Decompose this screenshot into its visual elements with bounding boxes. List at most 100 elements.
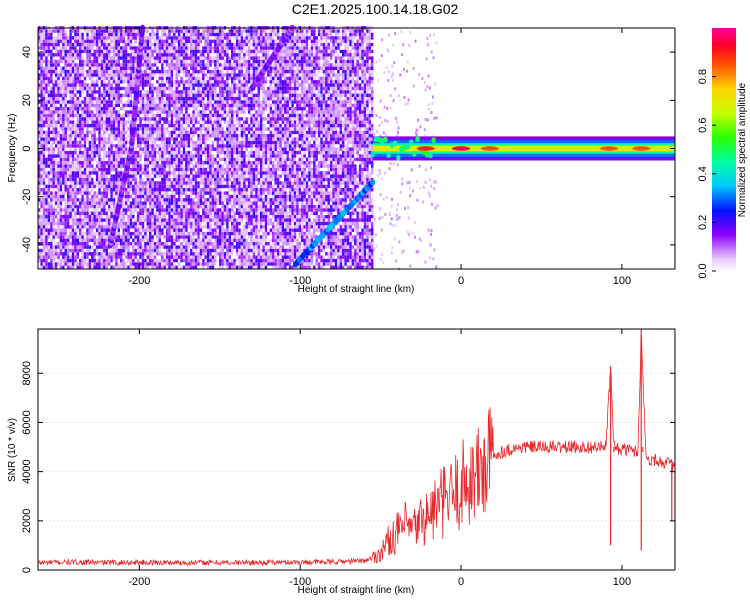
spectrogram-cell	[74, 66, 77, 70]
spectrogram-cell	[199, 248, 203, 253]
spectrogram-cell	[64, 103, 67, 108]
spectrogram-cell	[134, 49, 137, 54]
spectrogram-cell	[182, 59, 186, 64]
spectrogram-cell	[173, 167, 176, 172]
spectrogram-cell	[144, 204, 147, 209]
spectrogram-cell	[98, 231, 101, 236]
spectrogram-cell	[117, 164, 120, 168]
spectrogram-cell	[153, 120, 157, 124]
spectrogram-cell	[204, 83, 207, 87]
spectrogram-cell	[185, 90, 188, 94]
spectrogram-cell	[59, 110, 63, 114]
spectrogram-cell	[95, 184, 99, 189]
spectrogram-cell	[64, 130, 67, 135]
spectrogram-cell	[146, 154, 149, 158]
spectrogram-cell	[88, 113, 92, 118]
spectrogram-cell	[103, 248, 106, 253]
spectrogram-cell	[144, 252, 147, 256]
spectrogram-cell	[223, 177, 227, 182]
spectrogram-cell	[38, 171, 41, 175]
spectrogram-cell	[209, 235, 212, 239]
spectrogram-cell	[173, 194, 176, 199]
spectrogram-cell	[112, 80, 116, 84]
spectrogram-cell	[79, 83, 82, 87]
spectrogram-cell	[134, 248, 137, 253]
spectrogram-cell	[175, 117, 178, 121]
spectrogram-cell	[83, 110, 87, 114]
spectrogram-cell	[105, 174, 108, 178]
spectrogram-cell	[108, 191, 111, 195]
spectrogram-cell	[180, 96, 183, 101]
spectrogram-cell	[158, 215, 161, 219]
spectrogram-cell	[144, 130, 147, 135]
spectrogram-cell	[192, 184, 195, 189]
spectrogram-cell	[192, 36, 195, 40]
spectrogram-cell	[214, 204, 217, 209]
spectrogram-cell	[173, 174, 176, 178]
spectrogram-cell	[156, 66, 159, 70]
spectrogram-cell	[40, 96, 43, 101]
spectrogram-cell	[40, 53, 43, 57]
spectrogram-cell	[187, 134, 190, 138]
spectrogram-cell	[219, 140, 222, 145]
spectrogram-cell	[64, 157, 67, 162]
spectrogram-cell	[98, 69, 101, 74]
spectrogram-cell	[81, 194, 84, 199]
spectrogram-cell	[117, 120, 120, 124]
spectrogram-cell	[158, 167, 161, 172]
spectrogram-cell	[158, 93, 161, 97]
spectrogram-cell	[182, 201, 186, 205]
spectrogram-cell	[177, 208, 181, 212]
spectrogram-cell	[83, 208, 87, 212]
spectrogram-cell	[127, 53, 130, 57]
spectrogram-cell	[141, 59, 145, 64]
spectrogram-cell	[83, 211, 87, 215]
spectrogram-cell	[151, 204, 154, 209]
spectrogram-cell	[98, 49, 101, 54]
spectrogram-cell	[165, 96, 169, 101]
spectrogram-cell	[103, 110, 106, 114]
spectrogram-cell	[57, 242, 60, 246]
spectrogram-cell	[105, 127, 108, 131]
spectrogram-cell	[158, 208, 161, 212]
spectrogram-cell	[173, 90, 176, 94]
spectrogram-cell	[81, 49, 84, 54]
spectrogram-cell	[149, 130, 152, 135]
spectrogram-cell	[170, 120, 174, 124]
spectrogram-cell	[95, 265, 99, 269]
spectrogram-cell	[100, 96, 104, 101]
spectrogram-cell	[170, 66, 174, 70]
spectrogram-cell	[182, 265, 186, 269]
spectrogram-cell	[139, 194, 142, 199]
spectrogram-cell	[168, 198, 171, 202]
spectrogram-cell	[202, 231, 205, 236]
spectrogram-cell	[71, 157, 75, 162]
spectrogram-cell	[47, 174, 51, 178]
spectrogram-cell	[91, 113, 94, 118]
spectrogram-cell	[108, 181, 111, 185]
spectrogram-cell	[199, 134, 203, 138]
spectrogram-cell	[175, 235, 178, 239]
spectrogram-cell	[153, 63, 157, 67]
spectrogram-cell	[54, 198, 58, 202]
spectrogram-cell	[136, 36, 140, 40]
spectrogram-cell	[59, 245, 63, 249]
spectrogram-cell	[194, 42, 198, 47]
spectrogram-cell	[105, 150, 108, 155]
spectrogram-cell	[144, 174, 147, 178]
spectrogram-cell	[206, 69, 210, 74]
spectrogram-cell	[93, 36, 96, 40]
spectrogram-cell	[219, 117, 222, 121]
spectrogram-cell	[165, 76, 169, 81]
spectrogram-cell	[117, 181, 120, 185]
spectrogram-cell	[132, 66, 135, 70]
spectrogram-cell	[120, 107, 123, 111]
spectrogram-cell	[67, 198, 70, 202]
spectrogram-cell	[202, 100, 205, 104]
spectrogram-cell	[219, 42, 222, 47]
spectrogram-cell	[129, 171, 133, 175]
spectrogram-cell	[206, 231, 210, 236]
spectrogram-cell	[153, 32, 157, 37]
spectrogram-cell	[93, 258, 96, 263]
spectrogram-cell	[76, 177, 79, 182]
